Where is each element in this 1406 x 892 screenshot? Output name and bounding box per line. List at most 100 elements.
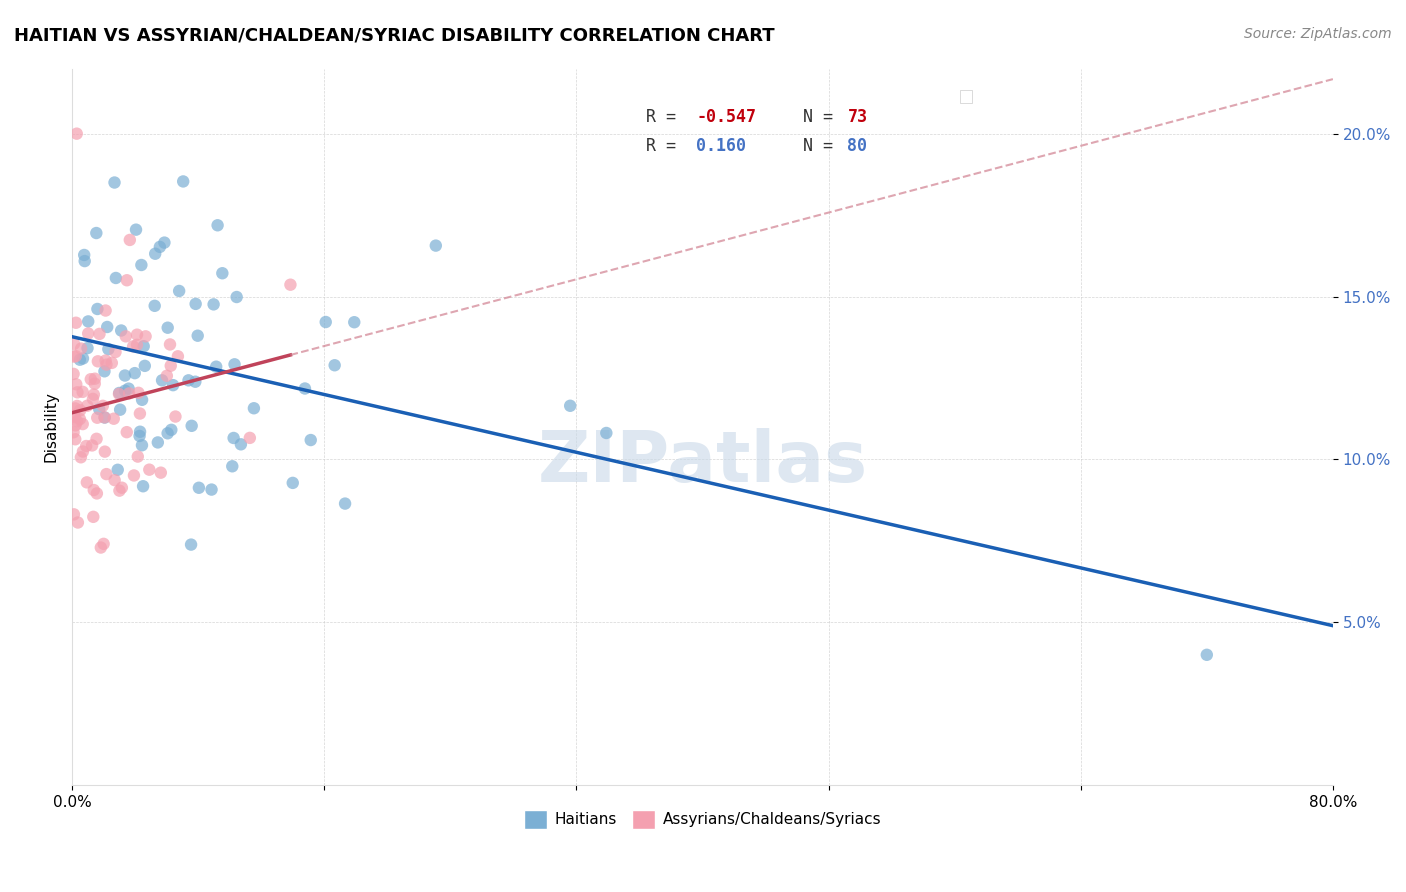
Point — [243, 401, 266, 416]
Text: R =: R = — [645, 108, 686, 127]
Point — [156, 320, 179, 334]
Point — [66, 127, 89, 141]
Point — [93, 410, 115, 425]
Point — [83, 387, 105, 401]
Point — [103, 176, 125, 190]
Point — [159, 359, 181, 373]
Point — [229, 437, 252, 451]
Point — [117, 382, 139, 396]
Point — [114, 384, 136, 398]
Point — [62, 409, 84, 423]
Point — [83, 372, 105, 386]
Y-axis label: Disability: Disability — [44, 392, 58, 462]
Point — [82, 392, 104, 406]
Point — [595, 425, 617, 440]
Point — [76, 399, 98, 413]
Point — [70, 342, 93, 356]
Point — [86, 486, 108, 500]
Point — [134, 359, 156, 373]
Point — [94, 444, 117, 458]
Point — [104, 345, 127, 359]
Point — [101, 356, 124, 370]
Point — [131, 392, 153, 407]
Point — [96, 467, 118, 482]
Point — [69, 403, 91, 417]
Point — [72, 444, 94, 458]
Point — [202, 297, 225, 311]
Point — [205, 359, 228, 374]
Point — [63, 336, 86, 351]
Point — [108, 386, 131, 401]
Point — [108, 387, 131, 401]
Point — [75, 439, 97, 453]
Point — [91, 399, 114, 413]
Point — [103, 411, 125, 425]
Point — [177, 373, 200, 387]
Text: ZIPatlas: ZIPatlas — [537, 428, 868, 497]
Point — [167, 284, 190, 298]
Point — [143, 299, 166, 313]
Text: 0.160: 0.160 — [696, 137, 747, 155]
Point — [160, 423, 183, 437]
Point — [124, 366, 146, 380]
Point — [65, 432, 87, 446]
Point — [167, 349, 190, 363]
Point — [127, 450, 149, 464]
Point — [128, 429, 150, 443]
Point — [62, 425, 84, 440]
Point — [86, 226, 108, 240]
Point — [184, 297, 207, 311]
Point — [239, 431, 262, 445]
Point — [86, 410, 108, 425]
Point — [323, 358, 346, 372]
Point — [86, 432, 108, 446]
Point — [73, 248, 96, 262]
Point — [66, 385, 89, 400]
Point — [135, 329, 157, 343]
Point — [132, 479, 155, 493]
Point — [80, 372, 103, 386]
Point — [77, 326, 100, 341]
Point — [76, 341, 98, 355]
Point — [65, 418, 87, 433]
Point — [224, 357, 246, 371]
Point — [131, 258, 153, 272]
Point — [66, 516, 89, 530]
Point — [131, 438, 153, 452]
Point — [225, 290, 247, 304]
Point — [82, 509, 104, 524]
Point — [149, 240, 172, 254]
Point — [560, 399, 582, 413]
Point — [184, 375, 207, 389]
Point — [125, 327, 148, 342]
Text: 80: 80 — [848, 137, 868, 155]
Point — [93, 410, 115, 425]
Point — [138, 463, 160, 477]
Point — [149, 466, 172, 480]
Point — [115, 425, 138, 439]
Point — [159, 337, 181, 351]
Point — [127, 385, 149, 400]
Point — [294, 382, 316, 396]
Point — [107, 463, 129, 477]
Point — [425, 238, 447, 252]
Point — [114, 368, 136, 383]
Point — [93, 537, 115, 551]
Text: HAITIAN VS ASSYRIAN/CHALDEAN/SYRIAC DISABILITY CORRELATION CHART: HAITIAN VS ASSYRIAN/CHALDEAN/SYRIAC DISA… — [14, 27, 775, 45]
Point — [70, 450, 93, 465]
Point — [118, 233, 141, 247]
Point — [89, 402, 111, 417]
Point — [315, 315, 337, 329]
Point — [156, 426, 179, 441]
Text: Source: ZipAtlas.com: Source: ZipAtlas.com — [1244, 27, 1392, 41]
Point — [143, 246, 166, 260]
Point — [69, 412, 91, 426]
Point — [187, 328, 209, 343]
Point — [83, 483, 105, 497]
Text: N =: N = — [803, 108, 844, 127]
Point — [69, 352, 91, 367]
Point — [97, 342, 120, 356]
Point — [104, 473, 127, 487]
Point — [281, 475, 304, 490]
Point — [87, 354, 110, 368]
